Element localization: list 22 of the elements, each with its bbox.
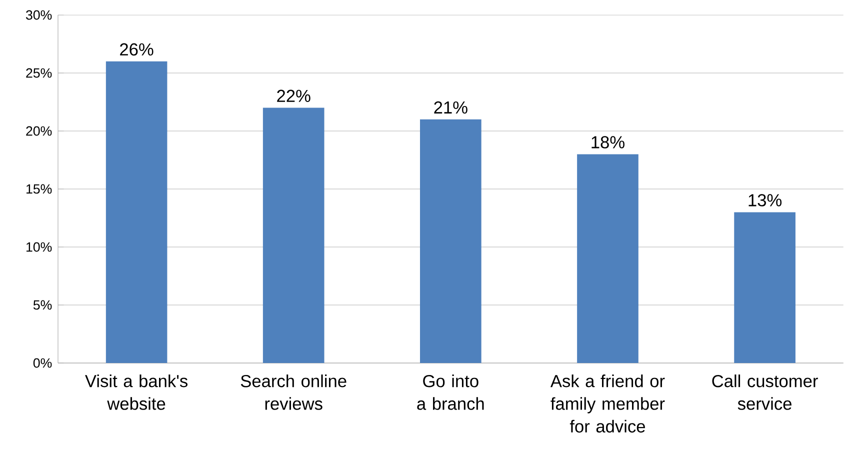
y-tick-label: 20% [26,126,52,136]
y-tick-label: 5% [33,300,52,310]
bar [734,212,796,363]
data-label: 18% [592,136,624,148]
data-label: 13% [748,194,782,206]
bar [420,119,482,363]
x-tick-label: Ask a friend or family member for advice [550,374,665,433]
data-label: 26% [120,43,154,56]
bar [106,61,168,363]
y-tick-label: 15% [26,184,52,194]
data-label: 21% [434,101,468,114]
y-tick-label: 0% [33,358,52,368]
x-tick-label: Search online reviews [240,374,346,410]
x-tick-label: Visit a bank's website [85,374,188,410]
bar [262,108,324,363]
y-tick-label: 30% [26,10,52,20]
x-tick-label: Call customer service [712,374,818,410]
x-tick-label: Go into a branch [417,374,484,410]
data-label: 22% [277,90,310,102]
y-tick-label: 25% [26,68,52,78]
y-tick-label: 10% [26,242,52,252]
bar [577,154,638,363]
